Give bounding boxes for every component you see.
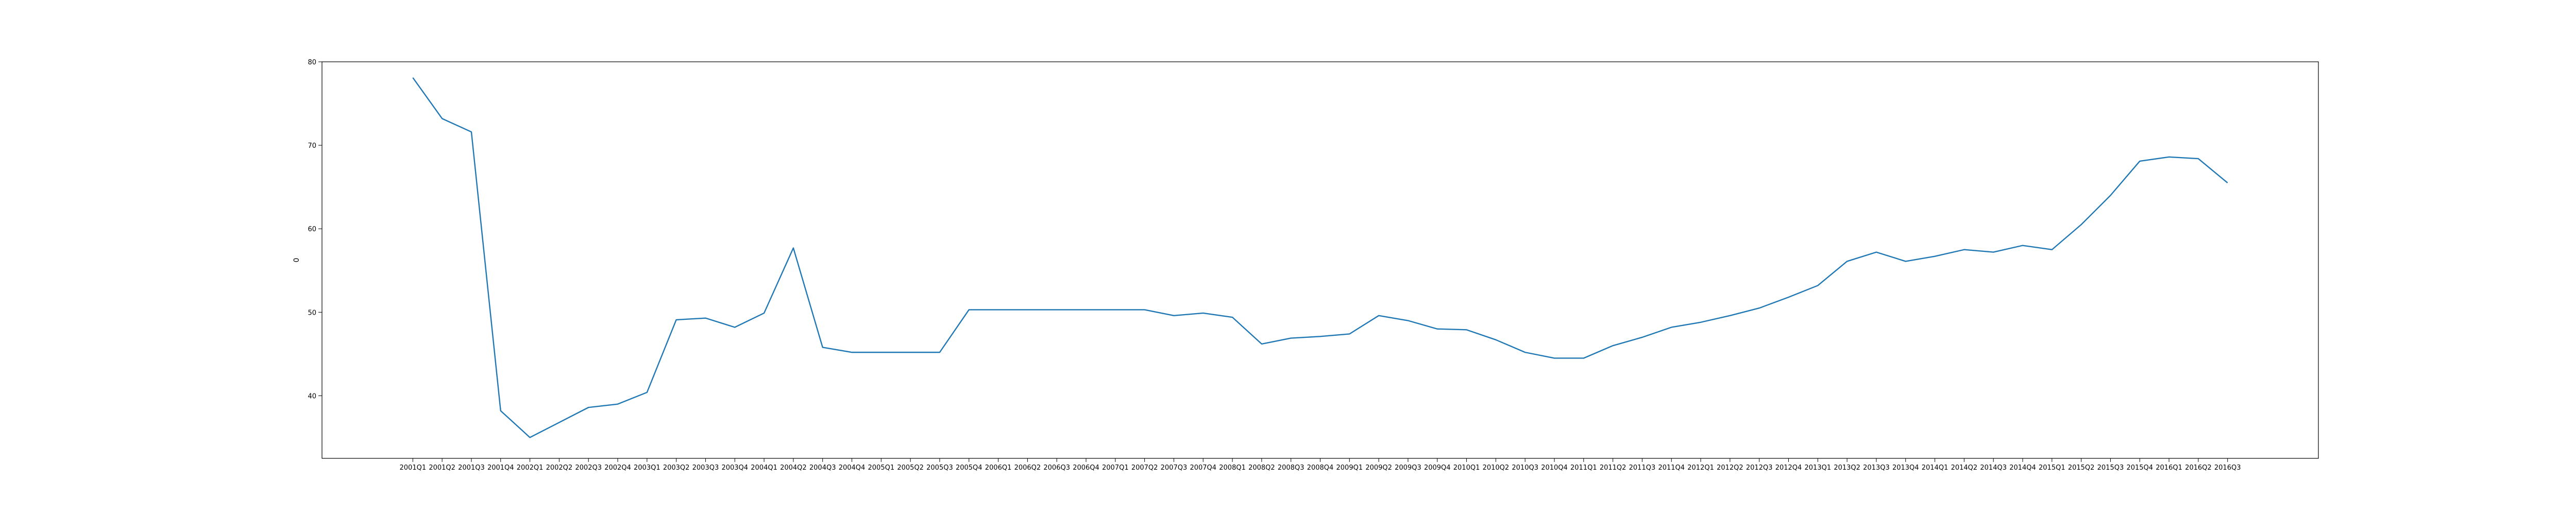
x-tick-label: 2001Q3 (458, 464, 485, 472)
x-tick-label: 2015Q1 (2039, 464, 2065, 472)
series-line (412, 77, 2228, 438)
x-tick-label: 2007Q1 (1102, 464, 1129, 472)
x-tick-label: 2007Q3 (1161, 464, 1188, 472)
x-tick-label: 2013Q3 (1863, 464, 1890, 472)
x-tick-label: 2016Q1 (2156, 464, 2182, 472)
x-tick-label: 2013Q2 (1834, 464, 1860, 472)
x-tick-label: 2004Q4 (839, 464, 866, 472)
x-tick-label: 2006Q1 (985, 464, 1012, 472)
x-tick-label: 2002Q3 (575, 464, 602, 472)
x-tick-label: 2001Q2 (429, 464, 455, 472)
y-tick-label: 70 (308, 142, 316, 150)
x-tick-label: 2015Q4 (2126, 464, 2153, 472)
x-tick-label: 2009Q2 (1365, 464, 1392, 472)
x-tick-label: 2011Q4 (1658, 464, 1685, 472)
x-tick-label: 2012Q2 (1717, 464, 1743, 472)
x-tick-label: 2002Q4 (604, 464, 631, 472)
x-tick-label: 2004Q1 (751, 464, 777, 472)
x-tick-label: 2003Q2 (663, 464, 690, 472)
x-tick-label: 2010Q2 (1483, 464, 1510, 472)
x-tick-label: 2006Q2 (1014, 464, 1041, 472)
plot-frame (321, 61, 2319, 459)
y-tick-label: 60 (308, 226, 316, 233)
x-tick-label: 2016Q3 (2214, 464, 2241, 472)
x-tick-label: 2015Q3 (2097, 464, 2124, 472)
x-axis: 2001Q1 2001Q2 2001Q3 2001Q4 2002Q1 2002Q2 2002… (400, 458, 2241, 472)
x-tick-label: 2007Q2 (1131, 464, 1158, 472)
x-tick-label: 2015Q2 (2068, 464, 2095, 472)
x-tick-label: 2010Q1 (1453, 464, 1480, 472)
x-tick-label: 2003Q4 (721, 464, 748, 472)
x-tick-label: 2005Q1 (868, 464, 895, 472)
x-tick-label: 2003Q1 (634, 464, 660, 472)
x-tick-label: 2002Q2 (546, 464, 573, 472)
x-tick-label: 2008Q2 (1248, 464, 1275, 472)
x-tick-label: 2011Q2 (1600, 464, 1626, 472)
x-tick-label: 2005Q4 (956, 464, 982, 472)
x-tick-label: 2010Q4 (1541, 464, 1568, 472)
x-tick-label: 2004Q2 (780, 464, 807, 472)
x-tick-label: 2009Q4 (1424, 464, 1451, 472)
x-tick-label: 2004Q3 (809, 464, 836, 472)
x-tick-label: 2003Q3 (692, 464, 719, 472)
x-tick-label: 2012Q4 (1775, 464, 1802, 472)
x-tick-label: 2014Q4 (2009, 464, 2036, 472)
x-tick-label: 2011Q1 (1570, 464, 1597, 472)
x-tick-label: 2001Q1 (400, 464, 427, 472)
y-tick-label: 80 (308, 59, 316, 66)
x-tick-label: 2005Q2 (897, 464, 924, 472)
x-tick-label: 2001Q4 (487, 464, 514, 472)
x-tick-label: 2002Q1 (517, 464, 544, 472)
x-tick-label: 2012Q3 (1746, 464, 1773, 472)
x-tick-label: 2008Q3 (1278, 464, 1304, 472)
y-axis: 40 50 60 70 80 (308, 59, 322, 400)
x-tick-label: 2012Q1 (1687, 464, 1714, 472)
x-tick-label: 2014Q2 (1951, 464, 1978, 472)
x-tick-label: 2014Q1 (1922, 464, 1948, 472)
y-tick-label: 40 (308, 392, 316, 400)
x-tick-label: 2011Q3 (1629, 464, 1656, 472)
x-tick-label: 2016Q2 (2185, 464, 2212, 472)
x-tick-label: 2008Q4 (1307, 464, 1334, 472)
x-tick-label: 2009Q1 (1336, 464, 1363, 472)
x-tick-label: 2006Q4 (1073, 464, 1099, 472)
x-tick-label: 2007Q4 (1190, 464, 1216, 472)
x-tick-label: 2013Q1 (1805, 464, 1832, 472)
y-tick-label: 50 (308, 309, 316, 317)
x-tick-label: 2013Q4 (1892, 464, 1919, 472)
x-tick-label: 2008Q1 (1219, 464, 1246, 472)
y-axis-title: 0 (293, 258, 301, 263)
x-tick-label: 2006Q3 (1043, 464, 1070, 472)
x-tick-label: 2009Q3 (1395, 464, 1421, 472)
plot-area (412, 77, 2228, 438)
x-tick-label: 2014Q3 (1980, 464, 2007, 472)
x-tick-label: 2005Q3 (926, 464, 953, 472)
x-tick-label: 2010Q3 (1512, 464, 1538, 472)
